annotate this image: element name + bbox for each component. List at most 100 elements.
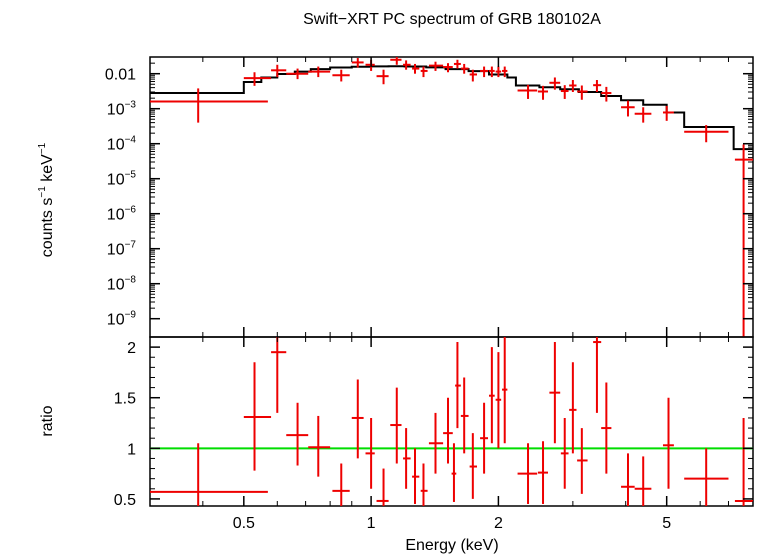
top-x-ticks: [149, 57, 754, 337]
spectrum-data-point: [332, 69, 350, 82]
y-tick-exponent: −9: [125, 310, 137, 321]
chart-title: Swift−XRT PC spectrum of GRB 180102A: [303, 11, 601, 28]
ratio-data-point: [517, 443, 538, 504]
spectrum-data-point: [480, 66, 489, 78]
spectrum-data-point: [365, 59, 375, 71]
ratio-data-point: [443, 397, 453, 464]
spectrum-data-point: [308, 66, 331, 78]
y-tick-label: 10−6: [107, 205, 137, 224]
ratio-data-point: [308, 415, 331, 477]
y-tick-exponent: −4: [125, 135, 137, 146]
ratio-data-point: [286, 402, 309, 466]
y-tick-label: 10−7: [107, 240, 137, 259]
bottom-y-axis-label: ratio: [39, 405, 56, 436]
spectrum-data-point: [734, 144, 753, 337]
spectrum-data-point: [621, 100, 635, 117]
ratio-data-point: [549, 342, 561, 444]
spectrum-data-point: [601, 86, 612, 102]
spectrum-data-point: [502, 66, 508, 78]
spectrum-data-point: [420, 66, 428, 78]
x-tick-label: 0.5: [233, 515, 255, 532]
spectrum-data-point: [469, 69, 478, 82]
y-tick-label: 10−8: [107, 275, 137, 294]
x-tick-label: 2: [494, 515, 503, 532]
y-tick-label: 10−5: [107, 170, 137, 189]
ratio-data-point: [243, 362, 272, 471]
y-tick-exponent: −3: [125, 100, 137, 111]
bottom-panel-frame: [149, 336, 754, 507]
spectrum-data-point: [495, 66, 502, 78]
y-tick-base: 10: [107, 102, 125, 119]
spectrum-data-point: [243, 72, 272, 86]
spectrum-data-point: [453, 59, 461, 69]
spectrum-data-point: [351, 58, 364, 68]
bottom-y-axis: 0.5 1 1.5 2: [114, 340, 753, 509]
ratio-data-point: [451, 443, 457, 502]
y-tick-label: 10−4: [107, 135, 137, 154]
ratio-data-point: [271, 337, 287, 413]
y-tick-exponent: −5: [125, 170, 137, 181]
ratio-data-point: [593, 337, 602, 413]
spectrum-data-point: [569, 80, 577, 92]
spectrum-data-point: [560, 85, 569, 99]
data-points: [150, 57, 753, 337]
y-tick-base: 10: [107, 137, 125, 154]
y-tick-base: 10: [107, 312, 125, 329]
ratio-data-point: [376, 468, 389, 506]
model-step-line: [150, 65, 753, 151]
spectrum-data-point: [577, 85, 588, 100]
spectrum-data-point: [549, 77, 561, 90]
ratio-data-point: [734, 417, 753, 506]
x-tick-label: 1: [367, 515, 376, 532]
ratio-data-point: [577, 428, 588, 494]
ratio-data-point: [662, 397, 674, 489]
bottom-x-axis: 0.5 1 2 5: [149, 337, 754, 532]
spectrum-data-point: [150, 88, 268, 123]
y-tick-exponent: −6: [125, 205, 137, 216]
spectrum-data-point: [662, 105, 674, 121]
spectrum-data-point: [634, 107, 652, 123]
ratio-data-point: [569, 362, 577, 454]
ratio-data-point: [601, 382, 612, 474]
y-tick-base: 10: [107, 172, 125, 189]
spectrum-data-point: [488, 66, 495, 78]
ratio-data-point: [502, 337, 508, 444]
ratio-tick-label: 1: [127, 441, 136, 458]
y-tick-base: 10: [107, 242, 125, 259]
ratio-data-point: [150, 443, 268, 506]
ylabel-sup1: −1: [37, 186, 48, 198]
ratio-data-point: [455, 342, 461, 429]
ratio-data-point: [365, 417, 375, 489]
spectrum-data-point: [403, 60, 411, 70]
y-tick-label: 10−9: [107, 310, 137, 329]
ratio-data-point: [332, 463, 350, 506]
ratio-data-point: [469, 433, 478, 499]
ratio-data-point: [634, 456, 652, 506]
ratio-data-point: [390, 387, 402, 464]
ratio-data-point: [495, 352, 502, 449]
ratio-data-point: [480, 402, 489, 474]
spectrum-data-point: [390, 57, 402, 65]
ratio-data-point: [412, 448, 420, 504]
top-panel-frame: [149, 56, 754, 338]
ratio-data-point: [537, 441, 548, 504]
spectrum-data-point: [537, 85, 548, 100]
y-tick-label: 0.01: [105, 67, 136, 84]
ratio-tick-label: 2: [127, 340, 136, 357]
bottom-panel: 0.5 1 1.5 2 0.5 1 2 5 ratio: [39, 336, 754, 532]
ratio-tick-label: 0.5: [114, 492, 136, 509]
ratio-data-point: [460, 377, 469, 454]
spectrum-data-point: [517, 84, 538, 99]
spectrum-data-point: [412, 63, 420, 74]
spectrum-data-point: [286, 68, 309, 80]
ratio-data-point: [684, 448, 729, 506]
spectrum-data-point: [443, 63, 453, 73]
spectrum-data-point: [271, 64, 287, 78]
ratio-points: [150, 337, 753, 506]
y-tick-exponent: −8: [125, 275, 137, 286]
ylabel-text: counts s: [39, 198, 56, 258]
x-axis-label: Energy (keV): [405, 537, 498, 554]
